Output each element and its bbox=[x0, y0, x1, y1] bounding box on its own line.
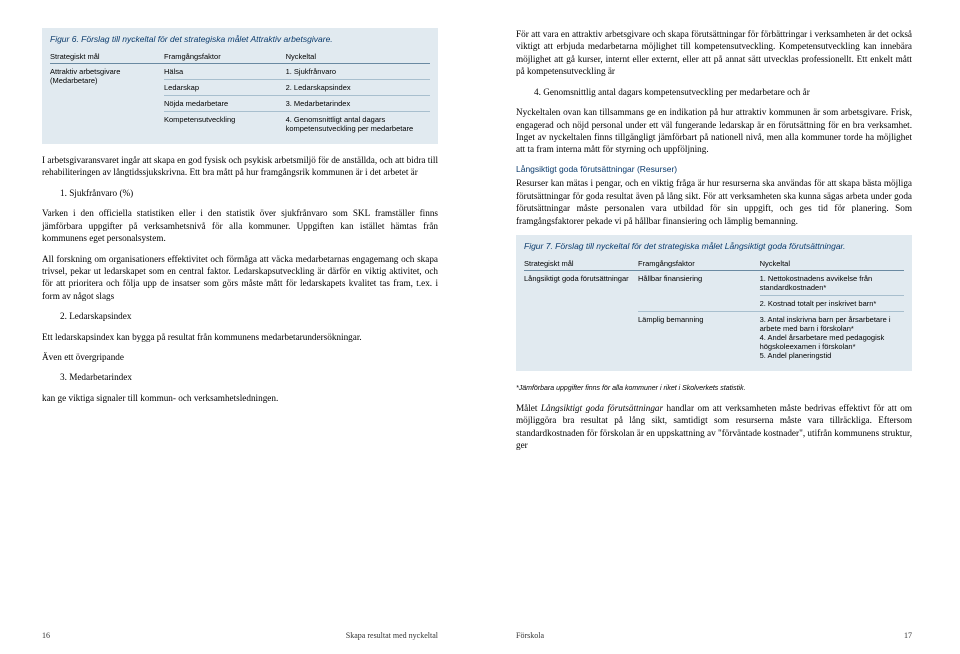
left-footer-title: Skapa resultat med nyckeltal bbox=[346, 631, 438, 640]
fig6-h2: Framgångsfaktor bbox=[164, 50, 286, 64]
fig7-h3: Nyckeltal bbox=[760, 257, 904, 271]
right-page: För att vara en attraktiv arbetsgivare o… bbox=[480, 0, 960, 654]
left-p6: kan ge viktiga signaler till kommun- och… bbox=[42, 392, 438, 404]
fig6-r4c: 4. Genomsnittligt antal dagars kompetens… bbox=[286, 112, 430, 137]
fig6-r3c: 3. Medarbetarindex bbox=[286, 96, 430, 112]
fig6-r4b: Kompetensutveckling bbox=[164, 112, 286, 137]
fig7-h1: Strategiskt mål bbox=[524, 257, 638, 271]
fig6-h1: Strategiskt mål bbox=[50, 50, 164, 64]
fig6-r2b: Ledarskap bbox=[164, 80, 286, 96]
right-p3: Resurser kan mätas i pengar, och en vikt… bbox=[516, 177, 912, 227]
right-subhead: Långsiktigt goda förutsättningar (Resurs… bbox=[516, 164, 912, 175]
left-p2: Varken i den officiella statistiken elle… bbox=[42, 207, 438, 244]
fig6-r3b: Nöjda medarbetare bbox=[164, 96, 286, 112]
fig7-h2: Framgångsfaktor bbox=[638, 257, 760, 271]
fig7-r1c: 1. Nettokostnadens avvikelse från standa… bbox=[760, 270, 904, 295]
figure-6-box: Figur 6. Förslag till nyckeltal för det … bbox=[42, 28, 438, 144]
right-p1: För att vara en attraktiv arbetsgivare o… bbox=[516, 28, 912, 78]
figure-7-table: Strategiskt mål Framgångsfaktor Nyckelta… bbox=[524, 257, 904, 363]
left-p5: Även ett övergripande bbox=[42, 351, 438, 363]
left-page: Figur 6. Förslag till nyckeltal för det … bbox=[0, 0, 480, 654]
right-p4: Målet Långsiktigt goda förutsättningar h… bbox=[516, 402, 912, 452]
left-item1: 1. Sjukfrånvaro (%) bbox=[60, 187, 438, 199]
fig6-h3: Nyckeltal bbox=[286, 50, 430, 64]
right-body: För att vara en attraktiv arbetsgivare o… bbox=[516, 28, 912, 235]
fig7-r2c: 2. Kostnad totalt per inskrivet barn* bbox=[760, 295, 904, 311]
left-item2: 2. Ledarskapsindex bbox=[60, 310, 438, 322]
figure-7-title: Figur 7. Förslag till nyckeltal för det … bbox=[524, 241, 904, 251]
fig6-r1a: Attraktiv arbetsgivare (Medarbetare) bbox=[50, 64, 164, 137]
left-footer: 16 Skapa resultat med nyckeltal bbox=[42, 631, 438, 640]
left-page-number: 16 bbox=[42, 631, 50, 640]
figure-7-footnote: *Jämförbara uppgifter finns för alla kom… bbox=[516, 385, 912, 392]
figure-7-box: Figur 7. Förslag till nyckeltal för det … bbox=[516, 235, 912, 371]
fig7-r3c: 3. Antal inskrivna barn per årsarbetare … bbox=[760, 311, 904, 363]
left-body: I arbetsgivaransvaret ingår att skapa en… bbox=[42, 154, 438, 412]
right-p2: Nyckeltalen ovan kan tillsammans ge en i… bbox=[516, 106, 912, 156]
right-p4b: Långsiktigt goda förutsättningar bbox=[541, 403, 663, 413]
fig6-r2c: 2. Ledarskapsindex bbox=[286, 80, 430, 96]
right-body-2: Målet Långsiktigt goda förutsättningar h… bbox=[516, 402, 912, 460]
right-p4a: Målet bbox=[516, 403, 541, 413]
fig7-r3b: Lämplig bemanning bbox=[638, 311, 760, 363]
right-item4: 4. Genomsnittlig antal dagars kompetensu… bbox=[534, 86, 912, 98]
fig7-r1a: Långsiktigt goda förutsättningar bbox=[524, 270, 638, 363]
figure-6-table: Strategiskt mål Framgångsfaktor Nyckelta… bbox=[50, 50, 430, 136]
figure-6-title: Figur 6. Förslag till nyckeltal för det … bbox=[50, 34, 430, 44]
left-item3: 3. Medarbetarindex bbox=[60, 371, 438, 383]
fig7-r1b: Hållbar finansiering bbox=[638, 270, 760, 311]
left-p1: I arbetsgivaransvaret ingår att skapa en… bbox=[42, 154, 438, 179]
fig6-r1c: 1. Sjukfrånvaro bbox=[286, 64, 430, 80]
left-p4: Ett ledarskapsindex kan bygga på resulta… bbox=[42, 331, 438, 343]
right-footer: Förskola 17 bbox=[516, 631, 912, 640]
right-footer-title: Förskola bbox=[516, 631, 544, 640]
right-page-number: 17 bbox=[904, 631, 912, 640]
fig6-r1b: Hälsa bbox=[164, 64, 286, 80]
left-p3: All forskning om organisationers effekti… bbox=[42, 253, 438, 303]
